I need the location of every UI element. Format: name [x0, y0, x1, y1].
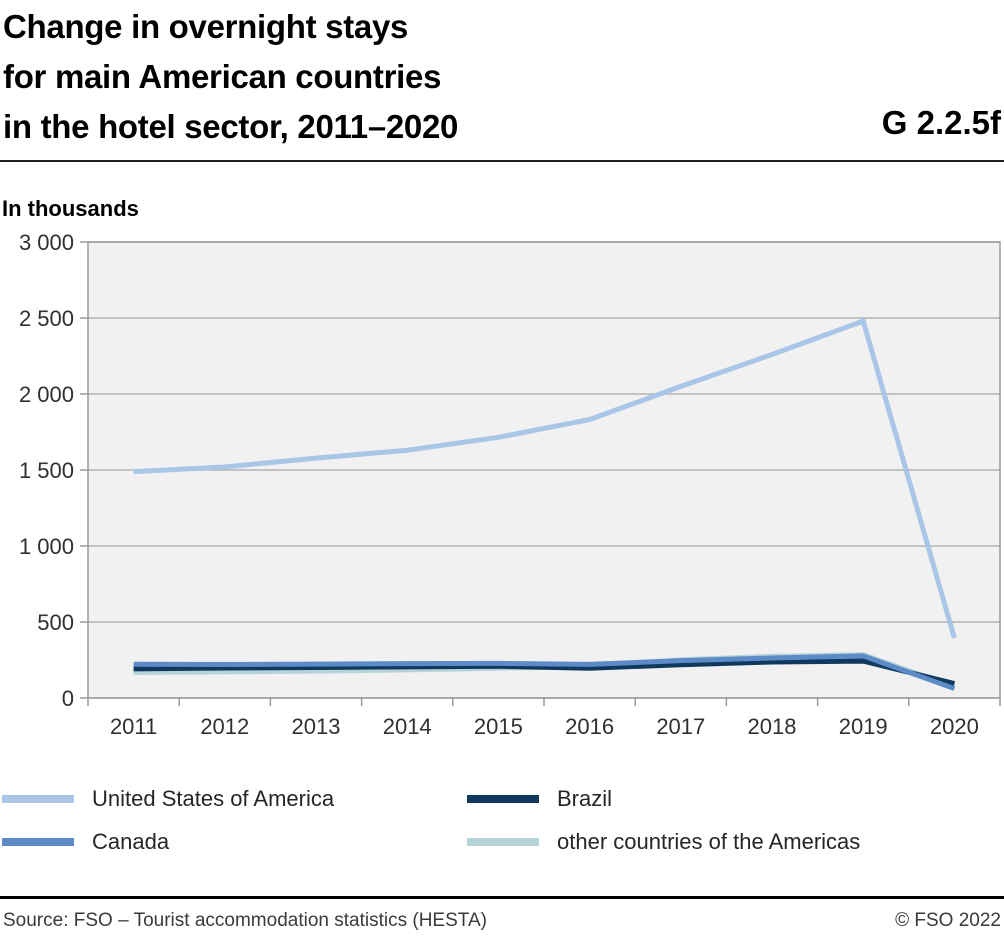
x-tick-label: 2019 — [839, 714, 888, 739]
title-line-1: Change in overnight stays — [3, 8, 409, 45]
series-line-canada — [133, 653, 956, 691]
y-tick-label: 1 500 — [19, 458, 74, 483]
copyright-note: © FSO 2022 — [895, 909, 1001, 931]
chart-legend: United States of America Brazil Canada othe… — [2, 786, 1002, 855]
legend-label: United States of America — [92, 786, 335, 811]
x-tick-label: 2015 — [474, 714, 523, 739]
y-tick-label: 0 — [62, 686, 74, 711]
y-tick-label: 3 000 — [19, 230, 74, 255]
legend-label: other countries of the Americas — [557, 829, 861, 854]
x-tick-label: 2012 — [200, 714, 249, 739]
y-tick-label: 2 000 — [19, 382, 74, 407]
legend-item: United States of America — [2, 786, 467, 812]
legend-item: other countries of the Americas — [467, 829, 1002, 855]
y-axis-unit-label: In thousands — [2, 196, 139, 221]
legend-swatch — [467, 795, 539, 803]
header-divider — [0, 160, 1004, 162]
y-tick-label: 1 000 — [19, 534, 74, 559]
line-chart: 0 500 1 000 1 500 2 000 2 500 3 000 2011 2012 201… — [19, 230, 1001, 739]
title-line-3: in the hotel sector, 2011–2020 — [3, 108, 459, 145]
x-tick-label: 2011 — [110, 714, 157, 739]
legend-item: Brazil — [467, 786, 1002, 812]
legend-swatch — [2, 838, 74, 846]
x-tick-label: 2018 — [748, 714, 797, 739]
footer: Source: FSO – Tourist accommodation stat… — [0, 896, 1004, 942]
y-tick-label: 500 — [37, 610, 74, 635]
legend-swatch — [467, 838, 539, 846]
y-tick-label: 2 500 — [19, 306, 74, 331]
x-tick-label: 2013 — [292, 714, 341, 739]
title-line-2: for main American countries — [3, 58, 442, 95]
legend-label: Canada — [92, 829, 170, 854]
figure-code: G 2.2.5f — [881, 104, 1001, 141]
legend-item: Canada — [2, 829, 467, 855]
page-title: Change in overnight stays for main Ameri… — [3, 2, 458, 152]
legend-swatch — [2, 795, 74, 803]
x-tick-label: 2016 — [565, 714, 614, 739]
source-note: Source: FSO – Tourist accommodation stat… — [3, 909, 487, 931]
plot-border — [87, 241, 1001, 699]
x-tick-label: 2014 — [383, 714, 432, 739]
legend-label: Brazil — [557, 786, 613, 811]
x-tick-label: 2020 — [930, 714, 979, 739]
series-line-brazil — [133, 658, 955, 686]
x-tick-label: 2017 — [656, 714, 705, 739]
series-line-united-states-of-america — [133, 317, 957, 639]
